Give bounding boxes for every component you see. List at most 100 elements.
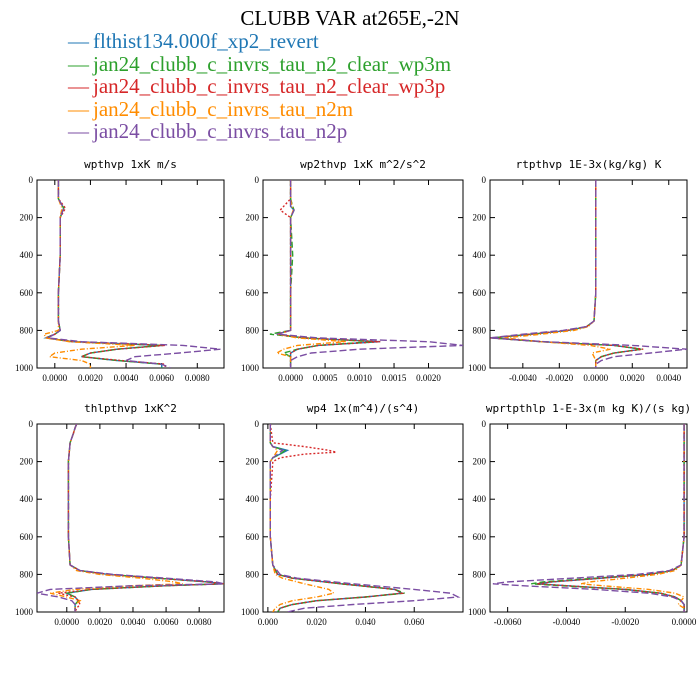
y-tick-label: 600 [473, 288, 487, 298]
x-tick-label: 0.0000 [42, 373, 67, 383]
y-tick-label: 600 [246, 532, 260, 542]
legend-label: jan24_clubb_c_invrs_tau_n2_clear_wp3m [93, 51, 452, 76]
legend-entry: — jan24_clubb_c_invrs_tau_n2_clear_wp3p [68, 75, 451, 98]
y-tick-label: 400 [20, 494, 34, 504]
series-line [269, 424, 336, 612]
y-tick-label: 800 [246, 325, 260, 335]
y-tick-label: 600 [20, 288, 34, 298]
series-line [37, 424, 224, 612]
y-tick-label: 800 [473, 569, 487, 579]
plot-panel: wpthvp 1xK m/s 0 200 400 600 800 1000 0.0000 0.0… [15, 158, 225, 383]
plot-frame [36, 179, 225, 369]
series-line [276, 180, 463, 368]
legend-entry: — jan24_clubb_c_invrs_tau_n2m [68, 96, 451, 121]
legend-label: jan24_clubb_c_invrs_tau_n2m [93, 96, 354, 121]
panel-title: wp4 1x(m^4)/(s^4) [307, 402, 420, 415]
x-tick-label: 0.020 [307, 617, 328, 627]
y-tick-label: 1000 [15, 363, 34, 373]
y-tick-label: 400 [246, 250, 260, 260]
plot-frame [262, 423, 464, 613]
y-tick-label: 0 [29, 419, 34, 429]
series-line [492, 424, 685, 612]
y-tick-label: 200 [246, 213, 260, 223]
y-tick-label: 600 [20, 532, 34, 542]
series-line [58, 424, 224, 612]
series-line [276, 180, 381, 368]
figure-title: CLUBB VAR at265E,-2N [240, 6, 460, 30]
y-tick-label: 200 [473, 457, 487, 467]
x-tick-label: 0.040 [355, 617, 376, 627]
series-line [536, 424, 685, 612]
panel-title: rtpthvp 1E-3x(kg/kg) K [516, 158, 662, 171]
y-tick-label: 1000 [15, 607, 34, 617]
series-line [490, 180, 687, 368]
plot-panel: thlpthvp 1xK^2 0 200 400 600 800 1000 0.0000 0.0… [15, 402, 225, 627]
x-tick-label: 0.0020 [88, 617, 113, 627]
series-line [269, 424, 405, 612]
y-tick-label: 200 [473, 213, 487, 223]
plot-frame [262, 179, 464, 369]
series-line [269, 424, 405, 612]
y-tick-label: 400 [20, 250, 34, 260]
x-tick-label: 0.0040 [114, 373, 139, 383]
x-tick-label: -0.0040 [553, 617, 581, 627]
legend-label: jan24_clubb_c_invrs_tau_n2p [93, 119, 348, 143]
x-tick-label: 0.0060 [149, 373, 174, 383]
x-tick-label: 0.0040 [656, 373, 681, 383]
series-line [580, 424, 686, 612]
x-tick-label: 0.0005 [313, 373, 338, 383]
y-tick-label: 800 [246, 569, 260, 579]
series-line [269, 424, 461, 612]
x-tick-label: 0.0040 [121, 617, 146, 627]
y-tick-label: 0 [29, 175, 34, 185]
x-tick-label: 0.0015 [382, 373, 407, 383]
legend-dash: — [68, 96, 89, 121]
legend-label: flthist134.000f_xp2_revert [93, 29, 319, 53]
x-tick-label: 0.0000 [54, 617, 79, 627]
x-tick-label: -0.0040 [509, 373, 537, 383]
y-tick-label: 0 [255, 175, 260, 185]
y-tick-label: 400 [246, 494, 260, 504]
x-tick-label: -0.0020 [545, 373, 573, 383]
y-tick-label: 600 [246, 288, 260, 298]
y-tick-label: 600 [473, 532, 487, 542]
y-tick-label: 200 [20, 457, 34, 467]
y-tick-label: 800 [473, 325, 487, 335]
plot-frame [489, 179, 688, 369]
x-tick-label: 0.000 [258, 617, 279, 627]
y-tick-label: 400 [473, 250, 487, 260]
plot-frame [489, 423, 688, 613]
y-tick-label: 200 [20, 213, 34, 223]
plot-panel: wprtpthlp 1-E-3x(m kg K)/(s kg) 0 200 400 60… [468, 402, 697, 627]
y-tick-label: 400 [473, 494, 487, 504]
legend-entry: — flthist134.000f_xp2_revert [68, 30, 451, 53]
x-tick-label: 0.0020 [78, 373, 103, 383]
y-tick-label: 800 [20, 325, 34, 335]
legend-dash: — [68, 74, 89, 98]
x-tick-label: 0.0080 [185, 373, 210, 383]
series-line [50, 424, 183, 612]
x-tick-label: 0.0020 [416, 373, 441, 383]
legend-dash: — [68, 51, 89, 76]
series-line [43, 180, 136, 368]
y-tick-label: 0 [482, 175, 487, 185]
plot-frame [36, 423, 225, 613]
x-tick-label: 0.0060 [154, 617, 179, 627]
y-tick-label: 800 [20, 569, 34, 579]
x-tick-label: 0.0000 [672, 617, 697, 627]
legend-entry: — jan24_clubb_c_invrs_tau_n2_clear_wp3m [68, 51, 452, 76]
legend-dash: — [68, 119, 89, 143]
legend: — flthist134.000f_xp2_revert — jan24_clubb… [68, 30, 451, 143]
series-line [531, 424, 685, 612]
x-tick-label: -0.0020 [611, 617, 639, 627]
x-tick-label: 0.0010 [347, 373, 372, 383]
plot-panel: rtpthvp 1E-3x(kg/kg) K 0 200 400 600 800 1000 -… [468, 158, 688, 383]
x-tick-label: 0.0020 [620, 373, 645, 383]
y-tick-label: 1000 [241, 363, 260, 373]
panel-title: wprtpthlp 1-E-3x(m kg K)/(s kg) [486, 402, 691, 415]
plot-panel: wp2thvp 1xK m^2/s^2 0 200 400 600 800 1000 0.00… [241, 158, 464, 383]
y-tick-label: 0 [255, 419, 260, 429]
